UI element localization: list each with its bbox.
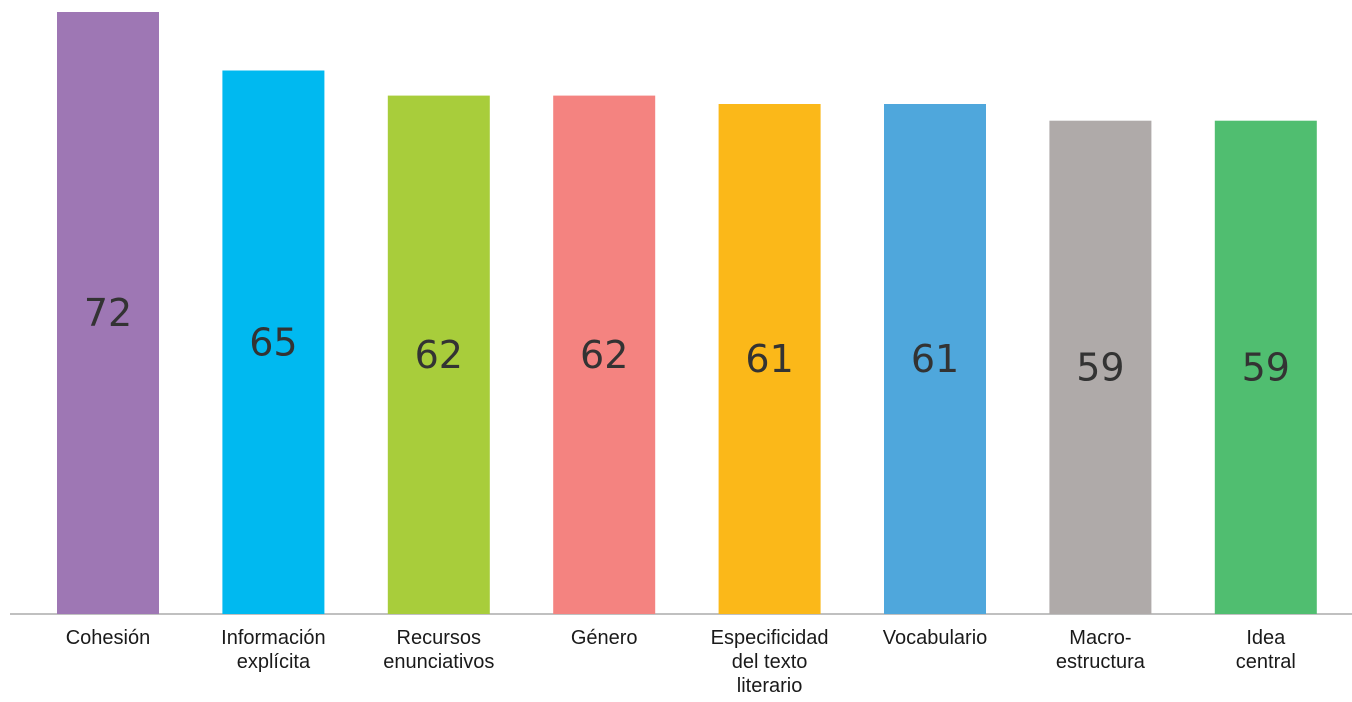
- bar-4: [718, 104, 821, 614]
- category-label-6: Macro-estructura: [1056, 627, 1146, 673]
- bar-value-label-7: 59: [1242, 345, 1290, 389]
- bar-2: [387, 95, 490, 615]
- category-label-line: enunciativos: [383, 651, 494, 673]
- bar-value-label-4: 61: [745, 337, 793, 381]
- bar-0: [57, 12, 159, 614]
- category-label-line: literario: [737, 675, 803, 697]
- category-label-2: Recursos enunciativos: [383, 627, 494, 673]
- category-label-line: Recursos: [397, 627, 481, 649]
- category-label-line: Vocabulario: [883, 627, 988, 649]
- bar-value-label-2: 62: [415, 333, 463, 377]
- bar-value-label-5: 61: [911, 337, 959, 381]
- bar-6: [1049, 120, 1152, 614]
- bars-group: 72 65 62 62 61 61 59 59: [57, 12, 1317, 615]
- category-label-1: Información explícita: [221, 627, 326, 673]
- category-label-line: del texto: [732, 651, 808, 673]
- category-label-5: Vocabulario: [883, 627, 988, 649]
- category-label-line: Especificidad: [711, 627, 829, 649]
- category-label-line: Información: [221, 627, 326, 649]
- bar-value-label-6: 59: [1076, 345, 1124, 389]
- bar-5: [884, 104, 986, 614]
- category-label-line: explícita: [237, 651, 311, 673]
- category-label-line: central: [1236, 651, 1296, 673]
- bar-3: [553, 95, 656, 615]
- bar-value-label-0: 72: [84, 291, 132, 335]
- category-labels-group: Cohesión Información explícita Recursos enun…: [66, 627, 1296, 697]
- category-label-7: Idea central: [1236, 627, 1296, 673]
- bar-value-label-1: 65: [249, 320, 297, 364]
- bar-value-label-3: 62: [580, 333, 628, 377]
- bar-1: [222, 70, 325, 614]
- category-label-line: estructura: [1056, 651, 1146, 673]
- category-label-4: Especificidad del texto literario: [711, 627, 829, 697]
- category-label-3: Género: [571, 627, 638, 649]
- category-label-line: Cohesión: [66, 627, 151, 649]
- category-label-line: Macro-: [1069, 627, 1131, 649]
- category-label-0: Cohesión: [66, 627, 151, 649]
- category-label-line: Género: [571, 627, 638, 649]
- bar-7: [1214, 120, 1317, 614]
- category-label-line: Idea: [1246, 627, 1286, 649]
